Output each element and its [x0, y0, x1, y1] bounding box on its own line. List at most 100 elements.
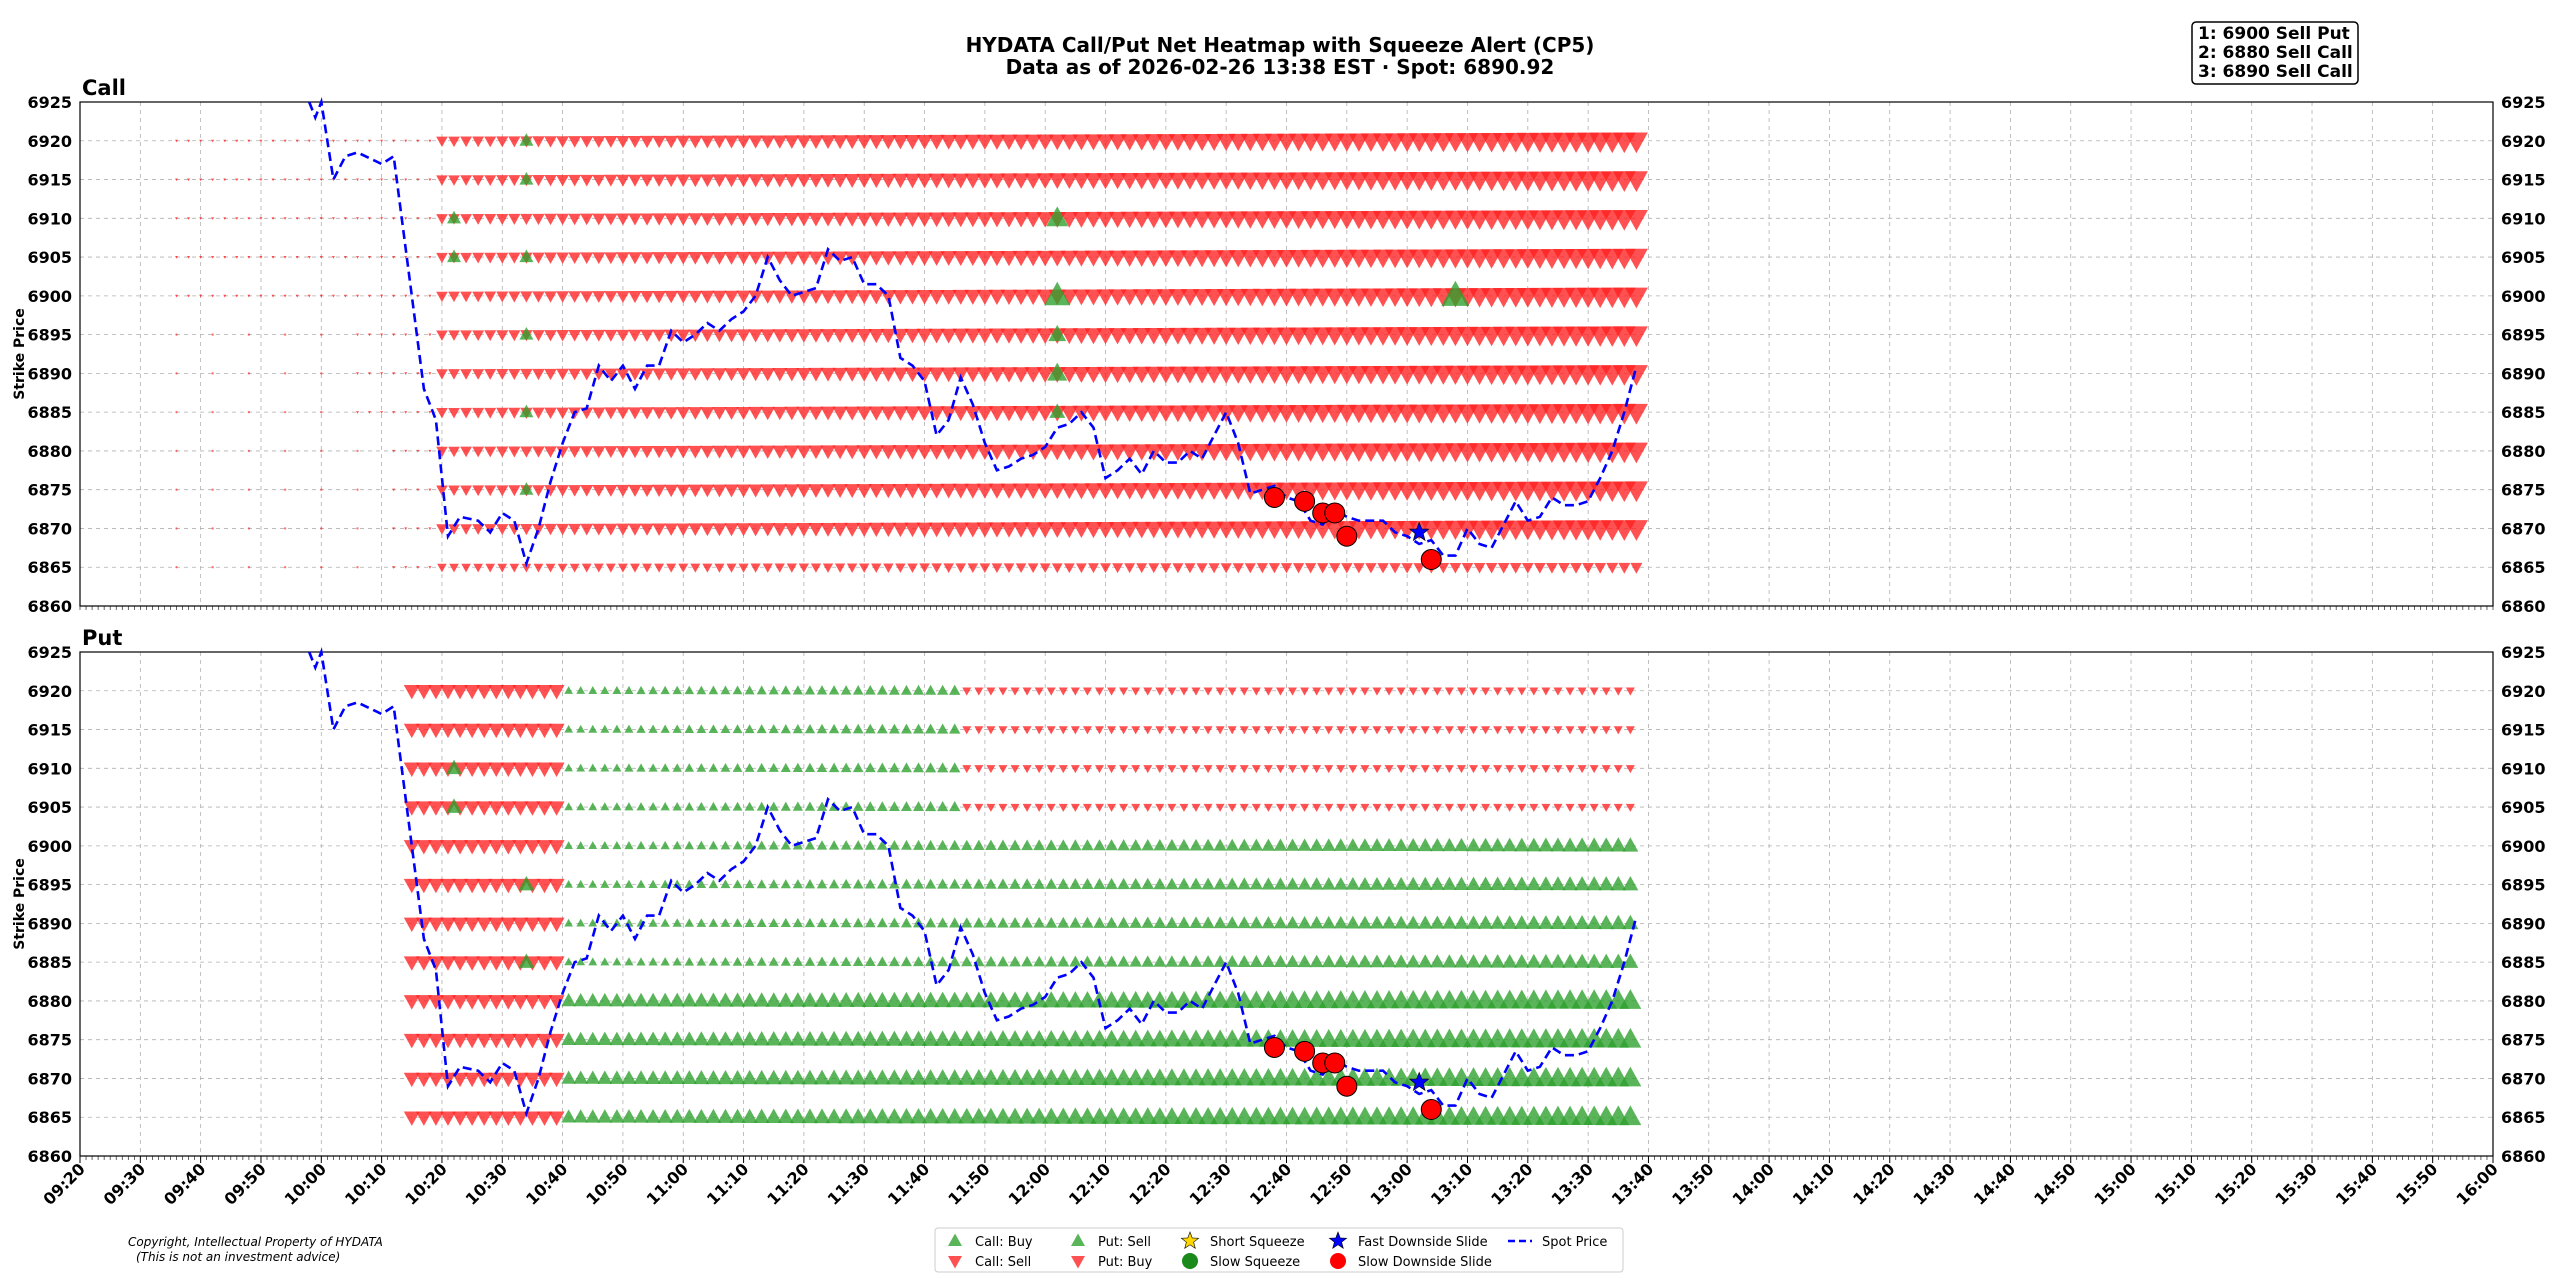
call-sell-marker — [880, 445, 897, 460]
call-sell-marker — [1156, 172, 1176, 190]
put-sell-marker — [576, 724, 586, 733]
put-sell-marker — [633, 992, 649, 1007]
call-sell-marker — [508, 446, 521, 458]
call-sell-marker — [1120, 405, 1139, 422]
put-sell-marker — [861, 991, 879, 1007]
call-sell-marker — [428, 372, 432, 376]
put-sell-marker — [1285, 838, 1300, 851]
call-sell-marker — [880, 173, 897, 189]
call-sell-marker — [1204, 444, 1224, 462]
put-buy-marker — [1275, 765, 1285, 774]
put-buy-marker — [548, 878, 565, 894]
slow-downside-slide-marker — [1420, 548, 1442, 570]
put-sell-marker — [1093, 877, 1106, 890]
put-sell-marker — [1405, 838, 1421, 852]
call-sell-marker — [283, 372, 287, 375]
put-sell-marker — [1222, 1106, 1242, 1125]
put-sell-marker — [624, 724, 634, 733]
call-sell-marker — [928, 483, 945, 499]
put-sell-marker — [1054, 1107, 1073, 1124]
call-sell-marker — [223, 255, 227, 259]
put-sell-marker — [612, 685, 622, 695]
call-sell-marker — [1168, 521, 1188, 539]
call-sell-marker — [472, 175, 485, 186]
call-sell-marker — [640, 523, 654, 536]
x-tick-label: 11:40 — [884, 1159, 933, 1208]
put-sell-marker — [897, 1108, 915, 1124]
put-buy-marker — [1263, 687, 1273, 696]
call-sell-marker — [343, 255, 347, 259]
call-sell-marker — [557, 563, 568, 573]
call-sell-marker — [1000, 406, 1018, 422]
put-sell-marker — [636, 957, 646, 966]
call-sell-marker — [892, 522, 909, 538]
call-buy-marker — [519, 249, 534, 263]
put-buy-marker — [512, 995, 529, 1010]
call-sell-marker — [436, 485, 448, 496]
put-sell-marker — [600, 957, 610, 966]
put-buy-marker — [1396, 765, 1406, 774]
put-sell-marker — [597, 1031, 613, 1046]
fast-downside-slide-marker — [1408, 521, 1430, 542]
panel-title: Put — [82, 626, 122, 650]
y-tick-label-right: 6875 — [2501, 481, 2546, 500]
put-sell-marker — [961, 917, 973, 928]
call-sell-marker — [700, 407, 715, 420]
call-sell-marker — [1012, 289, 1030, 306]
put-sell-marker — [660, 879, 670, 888]
put-sell-marker — [876, 840, 888, 850]
call-sell-marker — [380, 217, 384, 220]
put-sell-marker — [561, 993, 576, 1007]
call-sell-marker — [832, 251, 848, 266]
call-sell-marker — [664, 329, 679, 343]
put-buy-marker — [488, 995, 505, 1010]
put-sell-marker — [1045, 839, 1058, 851]
call-sell-marker — [736, 135, 751, 149]
call-sell-marker — [484, 136, 497, 148]
call-sell-marker — [616, 135, 630, 148]
put-sell-marker — [564, 763, 573, 772]
call-sell-marker — [1108, 134, 1127, 151]
put-buy-marker — [427, 1072, 444, 1088]
call-sell-marker — [416, 527, 420, 531]
call-sell-marker — [967, 563, 979, 573]
put-sell-marker — [1186, 1106, 1206, 1125]
put-sell-marker — [1057, 916, 1070, 928]
call-sell-marker — [856, 522, 873, 537]
call-sell-marker — [1180, 211, 1200, 229]
call-sell-marker — [568, 213, 582, 226]
call-sell-marker — [688, 174, 703, 188]
put-buy-marker — [1613, 687, 1623, 696]
call-sell-marker — [952, 134, 970, 150]
put-sell-marker — [1009, 839, 1021, 851]
put-buy-marker — [1131, 687, 1141, 696]
call-sell-marker — [940, 483, 957, 499]
put-sell-marker — [1138, 1107, 1158, 1124]
call-sell-marker — [380, 139, 384, 143]
call-sell-marker — [1329, 563, 1341, 574]
put-sell-marker — [765, 992, 782, 1007]
call-sell-marker — [1108, 328, 1127, 345]
put-sell-marker — [852, 762, 864, 773]
call-sell-marker — [904, 290, 921, 305]
put-sell-marker — [684, 840, 695, 850]
put-sell-marker — [876, 801, 888, 811]
put-sell-marker — [1201, 838, 1215, 851]
put-sell-marker — [997, 917, 1009, 928]
call-sell-marker — [1096, 289, 1115, 306]
call-sell-marker — [356, 488, 359, 491]
put-buy-marker — [1010, 803, 1020, 812]
put-sell-marker — [648, 840, 658, 850]
call-sell-marker — [520, 368, 533, 381]
put-sell-marker — [1574, 837, 1590, 852]
put-sell-marker — [1177, 955, 1191, 967]
put-sell-marker — [621, 992, 637, 1007]
call-sell-marker — [448, 291, 460, 303]
put-sell-marker — [446, 759, 463, 775]
put-sell-marker — [564, 879, 573, 888]
call-sell-marker — [1000, 367, 1018, 383]
call-sell-marker — [652, 290, 666, 304]
put-buy-marker — [1227, 765, 1237, 774]
put-sell-marker — [1030, 1068, 1049, 1085]
call-sell-marker — [1192, 366, 1212, 384]
